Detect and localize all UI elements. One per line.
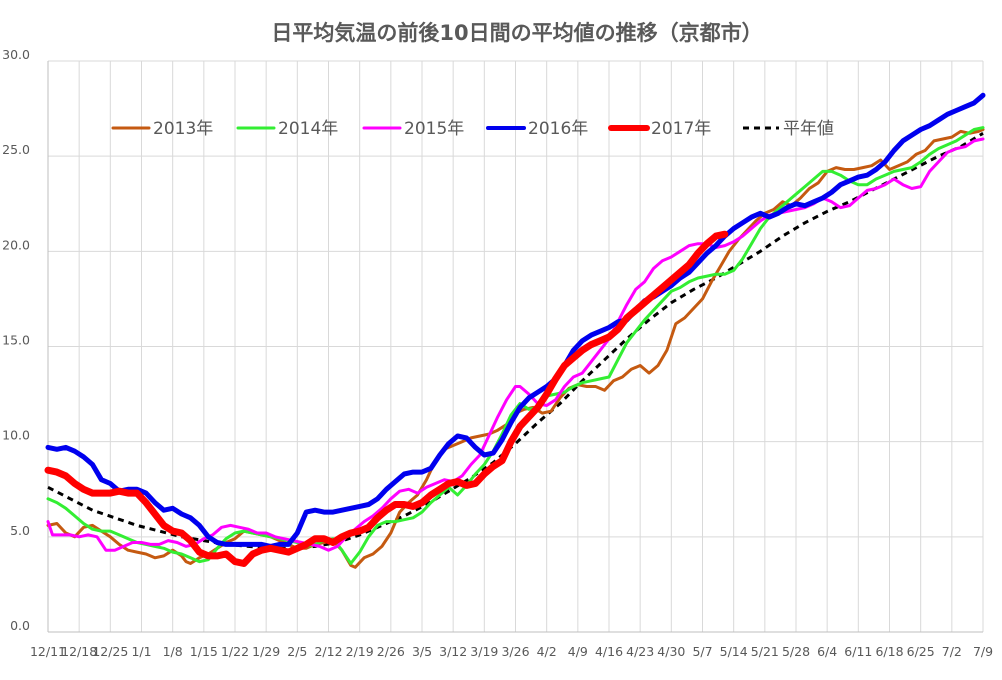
- chart-title: 日平均気温の前後10日間の平均値の推移（京都市）: [271, 21, 762, 45]
- x-tick-label: 6/4: [817, 644, 837, 659]
- x-tick-label: 2/19: [346, 644, 374, 659]
- x-tick-label: 6/18: [875, 644, 903, 659]
- series-lines: [44, 92, 986, 569]
- y-tick-label: 10.0: [2, 428, 30, 443]
- y-tick-label: 20.0: [2, 237, 30, 252]
- x-tick-label: 5/7: [692, 644, 712, 659]
- y-tick-label: 25.0: [2, 142, 30, 157]
- legend-label: 2017年: [651, 119, 711, 139]
- x-tick-label: 4/16: [595, 644, 623, 659]
- x-tick-label: 7/9: [973, 644, 993, 659]
- y-axis-ticks: 0.0 5.0 10.0 15.0 20.0 25.0 30.0: [2, 47, 30, 633]
- x-tick-label: 12/11: [30, 644, 66, 659]
- x-tick-label: 2/5: [287, 644, 307, 659]
- x-tick-label: 5/21: [751, 644, 779, 659]
- series-line-2016年: [45, 92, 986, 549]
- y-tick-label: 30.0: [2, 47, 30, 62]
- y-tick-label: 0.0: [10, 618, 30, 633]
- x-tick-label: 1/1: [131, 644, 151, 659]
- x-tick-label: 3/19: [470, 644, 498, 659]
- x-tick-label: 1/15: [190, 644, 218, 659]
- series-line-平年値: [47, 132, 984, 550]
- x-tick-label: 2/26: [377, 644, 405, 659]
- x-tick-label: 1/22: [221, 644, 249, 659]
- y-tick-label: 15.0: [2, 333, 30, 348]
- series-line-2014年: [46, 126, 985, 565]
- series-line-2017年: [44, 230, 729, 567]
- x-tick-label: 12/25: [92, 644, 128, 659]
- x-tick-label: 2/12: [314, 644, 342, 659]
- x-tick-label: 7/2: [942, 644, 962, 659]
- x-tick-label: 3/26: [501, 644, 529, 659]
- legend-label: 2015年: [404, 119, 464, 139]
- x-tick-label: 6/25: [907, 644, 935, 659]
- x-tick-label: 4/23: [626, 644, 654, 659]
- legend-label: 2013年: [153, 119, 213, 139]
- legend-label: 2016年: [528, 119, 588, 139]
- x-tick-label: 3/5: [412, 644, 432, 659]
- x-tick-label: 4/2: [537, 644, 557, 659]
- x-tick-label: 12/18: [61, 644, 97, 659]
- y-tick-label: 5.0: [10, 523, 30, 538]
- gridlines: [47, 60, 984, 633]
- x-tick-label: 5/28: [782, 644, 810, 659]
- legend-label: 平年値: [783, 119, 834, 139]
- x-tick-label: 6/11: [844, 644, 872, 659]
- x-tick-label: 3/12: [439, 644, 467, 659]
- x-tick-label: 4/30: [657, 644, 685, 659]
- x-tick-label: 1/29: [252, 644, 280, 659]
- x-tick-label: 5/14: [720, 644, 748, 659]
- x-tick-label: 1/8: [163, 644, 183, 659]
- x-tick-label: 4/9: [568, 644, 588, 659]
- legend: 2013年 2014年 2015年 2016年 2017年 平年値: [111, 119, 834, 139]
- series-line-2015年: [46, 137, 985, 552]
- legend-label: 2014年: [278, 119, 338, 139]
